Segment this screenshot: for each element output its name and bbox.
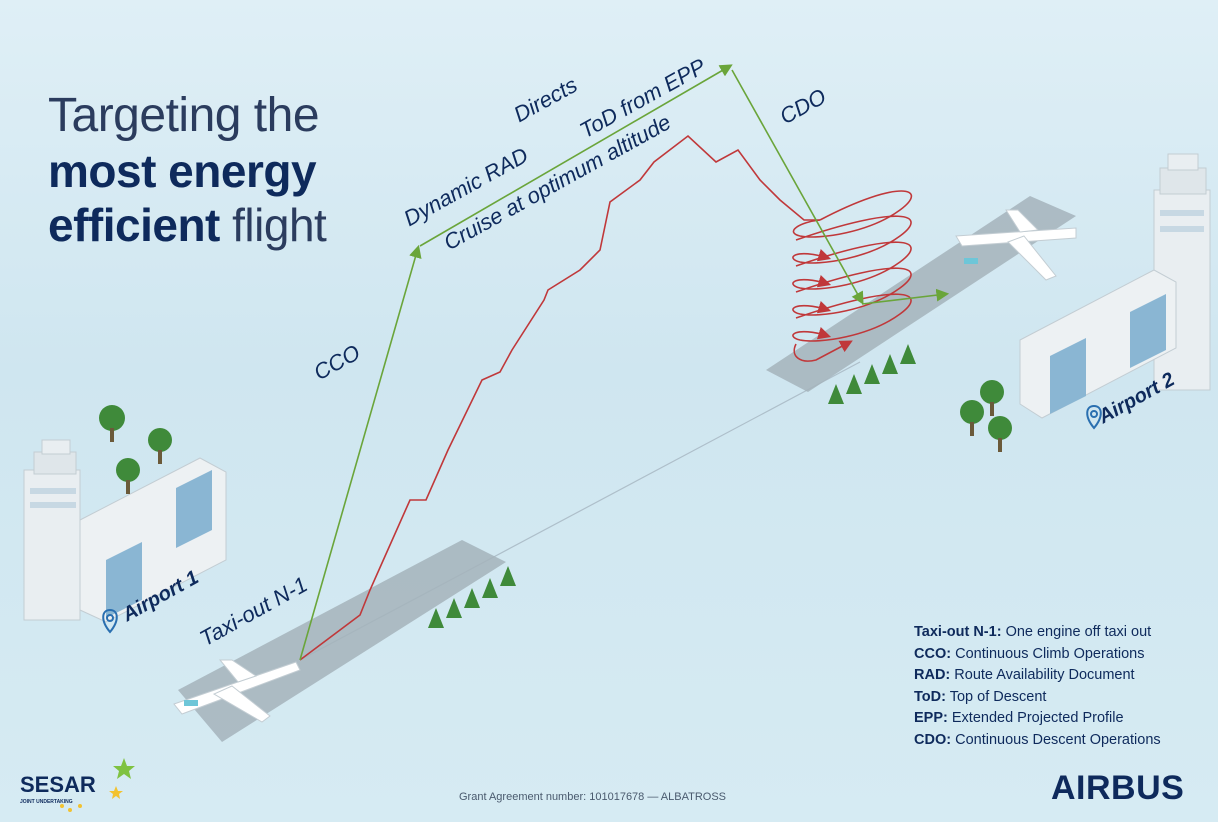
legend-row: EPP: Extended Projected Profile — [914, 710, 1124, 726]
plane-arrival — [955, 209, 1077, 281]
conventional-path — [299, 134, 820, 661]
airport-1-buildings — [23, 439, 227, 623]
title-line-3-light: flight — [232, 199, 327, 251]
runway-1 — [178, 540, 506, 742]
legend-row: Taxi-out N-1: One engine off taxi out — [914, 624, 1152, 640]
trees — [99, 344, 1012, 628]
page-title: Targeting the most energy efficient flig… — [48, 89, 327, 251]
optimized-descent — [731, 69, 864, 305]
title-line-1: Targeting the — [48, 89, 320, 142]
legend-row: RAD: Route Availability Document — [914, 667, 1135, 683]
legend-row: CCO: Continuous Climb Operations — [914, 645, 1145, 662]
pin-icon-airport-2 — [1086, 404, 1102, 430]
legend-row: ToD: Top of Descent — [914, 688, 1047, 705]
title-line-2: most energy — [48, 145, 317, 197]
optimized-landing — [861, 288, 950, 305]
plane-departure — [173, 659, 301, 723]
legend: Taxi-out N-1: One engine off taxi out CC… — [914, 622, 1161, 751]
grant-agreement: Grant Agreement number: 101017678 — ALBA… — [459, 791, 727, 803]
sesar-logo: SESAR JOINT UNDERTAKING — [20, 772, 96, 805]
pin-icon-airport-1 — [102, 608, 118, 634]
legend-row: CDO: Continuous Descent Operations — [914, 731, 1161, 748]
holding-pattern — [792, 190, 913, 362]
optimized-cruise — [419, 64, 733, 247]
title-line-3-bold: efficient — [48, 199, 220, 251]
sesar-star-icons — [60, 758, 135, 812]
airbus-logo: AIRBUS — [1051, 769, 1185, 807]
airport-2-buildings — [1019, 153, 1211, 419]
optimized-path — [299, 244, 422, 661]
